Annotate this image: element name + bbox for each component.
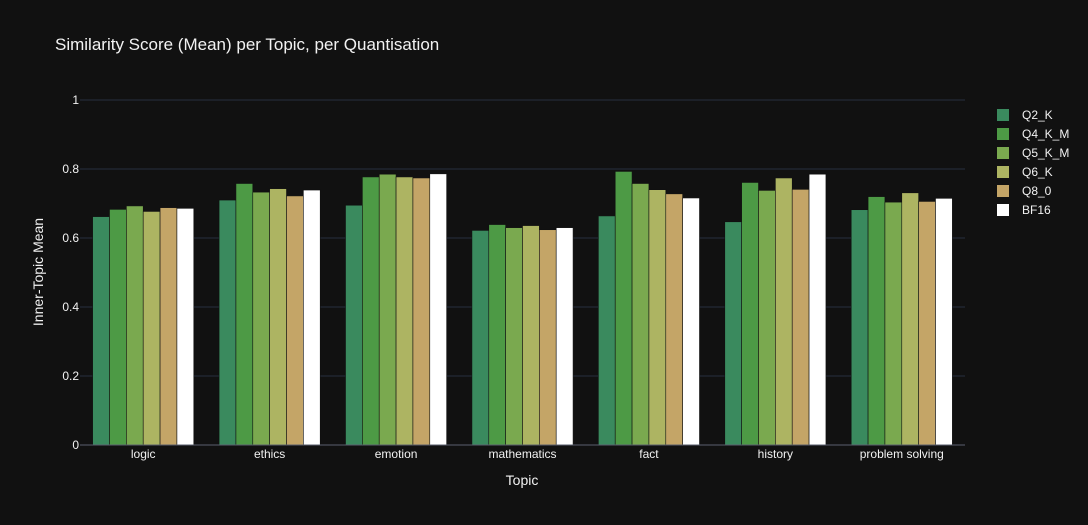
legend-item[interactable]: Q8_0 <box>997 184 1052 198</box>
bar-bf16[interactable] <box>555 227 574 446</box>
bar-q5-k-m[interactable] <box>631 183 650 446</box>
bar-q5-k-m[interactable] <box>252 191 270 446</box>
legend-label: Q6_K <box>1022 165 1053 179</box>
bars <box>92 171 953 446</box>
y-tick-label: 0 <box>72 438 79 452</box>
x-tick-label: mathematics <box>488 447 556 461</box>
legend-swatch <box>997 185 1009 197</box>
bar-q8-0[interactable] <box>286 195 304 446</box>
bar-q4-k-m[interactable] <box>488 224 506 446</box>
bar-q8-0[interactable] <box>791 189 810 446</box>
x-tick-label: ethics <box>254 447 285 461</box>
y-axis-label: Inner-Topic Mean <box>30 218 46 326</box>
x-tick-label: emotion <box>375 447 418 461</box>
bar-q2-k[interactable] <box>598 215 616 446</box>
bar-q2-k[interactable] <box>345 204 363 446</box>
x-tick-label: history <box>758 447 793 461</box>
bar-q4-k-m[interactable] <box>867 196 886 446</box>
legend-label: Q2_K <box>1022 108 1053 122</box>
bar-bf16[interactable] <box>808 173 827 446</box>
bar-q6-k[interactable] <box>395 176 414 446</box>
y-tick-label: 0.2 <box>62 369 79 383</box>
legend-item[interactable]: Q5_K_M <box>997 146 1069 160</box>
bar-q4-k-m[interactable] <box>109 209 127 446</box>
bar-q5-k-m[interactable] <box>505 227 523 446</box>
bar-bf16[interactable] <box>303 189 321 446</box>
x-axis-ticks: logic ethics emotion mathematics fact history… <box>131 447 944 461</box>
legend-label: Q8_0 <box>1022 184 1052 198</box>
bar-q6-k[interactable] <box>775 177 793 446</box>
bar-bf16[interactable] <box>682 197 700 446</box>
y-tick-label: 0.6 <box>62 231 79 245</box>
legend-swatch <box>997 128 1009 140</box>
bar-q6-k[interactable] <box>522 225 540 446</box>
y-tick-label: 0.8 <box>62 162 79 176</box>
legend-label: Q4_K_M <box>1022 127 1069 141</box>
bar-q8-0[interactable] <box>918 201 936 446</box>
bar-q2-k[interactable] <box>218 199 237 446</box>
legend-swatch <box>997 166 1009 178</box>
bar-q8-0[interactable] <box>665 193 683 446</box>
bar-bf16[interactable] <box>935 198 953 446</box>
legend-label: Q5_K_M <box>1022 146 1069 160</box>
bar-q4-k-m[interactable] <box>235 183 254 446</box>
x-tick-label: logic <box>131 447 156 461</box>
x-axis-label: Topic <box>506 472 539 488</box>
bar-q8-0[interactable] <box>412 177 431 446</box>
x-tick-label: fact <box>639 447 659 461</box>
x-tick-label: problem solving <box>860 447 944 461</box>
bar-q6-k[interactable] <box>648 189 667 446</box>
legend[interactable]: Q2_K Q4_K_M Q5_K_M Q6_K Q8_0 BF16 <box>997 108 1069 217</box>
y-axis-ticks: 0 0.2 0.4 0.6 0.8 1 <box>62 93 79 452</box>
bar-q4-k-m[interactable] <box>614 171 633 446</box>
bar-q6-k[interactable] <box>269 188 287 446</box>
bar-q6-k[interactable] <box>142 211 161 446</box>
bar-q2-k[interactable] <box>724 221 742 446</box>
bar-q6-k[interactable] <box>901 192 919 446</box>
legend-swatch <box>997 109 1009 121</box>
bar-q8-0[interactable] <box>159 207 178 446</box>
bar-q5-k-m[interactable] <box>758 190 776 446</box>
legend-item[interactable]: Q4_K_M <box>997 127 1069 141</box>
y-tick-label: 1 <box>72 93 79 107</box>
bar-q8-0[interactable] <box>539 229 557 446</box>
bar-q4-k-m[interactable] <box>741 182 759 446</box>
legend-swatch <box>997 204 1009 216</box>
legend-item[interactable]: Q6_K <box>997 165 1053 179</box>
bar-bf16[interactable] <box>176 208 195 446</box>
bar-q2-k[interactable] <box>850 209 869 446</box>
y-tick-label: 0.4 <box>62 300 79 314</box>
bar-q5-k-m[interactable] <box>378 173 397 446</box>
bar-q4-k-m[interactable] <box>362 176 380 446</box>
bar-bf16[interactable] <box>429 173 447 446</box>
legend-swatch <box>997 147 1009 159</box>
chart-title: Similarity Score (Mean) per Topic, per Q… <box>55 35 439 54</box>
bar-q5-k-m[interactable] <box>126 205 144 446</box>
bar-q5-k-m[interactable] <box>884 201 903 446</box>
legend-item[interactable]: Q2_K <box>997 108 1053 122</box>
bar-q2-k[interactable] <box>471 230 490 446</box>
legend-label: BF16 <box>1022 203 1051 217</box>
legend-item[interactable]: BF16 <box>997 203 1051 217</box>
bar-q2-k[interactable] <box>92 216 110 446</box>
